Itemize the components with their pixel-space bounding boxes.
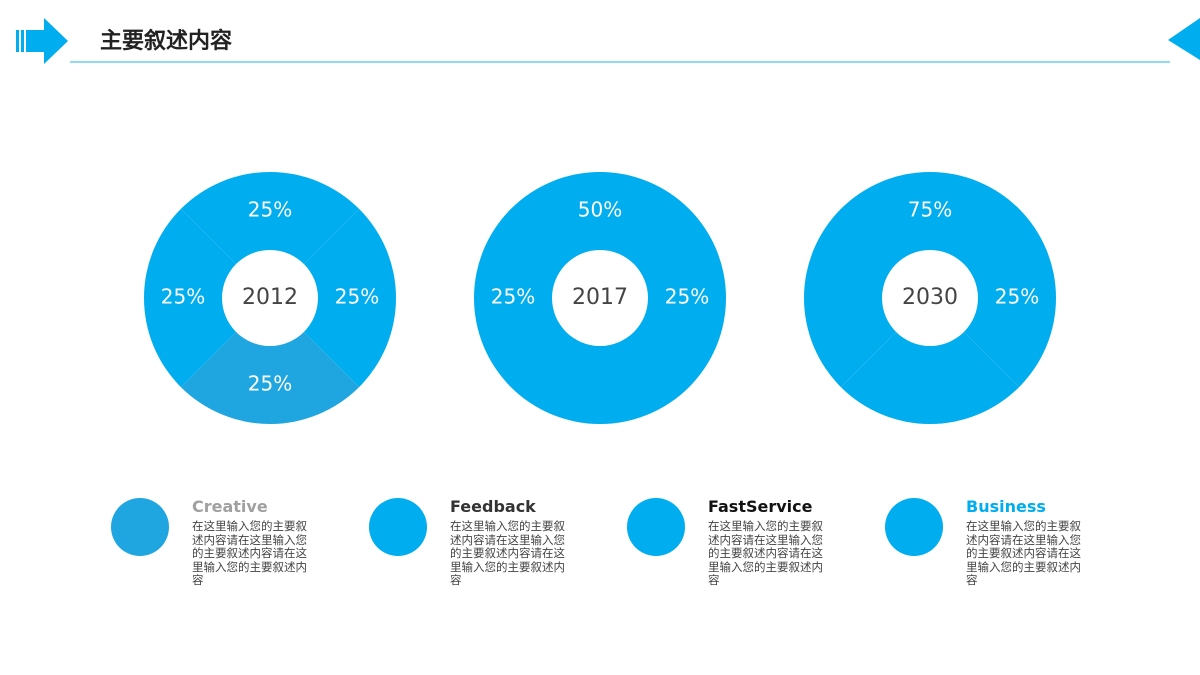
icon-bar xyxy=(21,30,24,52)
icon-bar xyxy=(16,30,19,52)
donut-segment xyxy=(474,298,600,424)
title: 主要叙述内容 xyxy=(100,28,232,54)
donut-segment xyxy=(303,208,397,388)
donut-segment xyxy=(804,172,1056,388)
donut-segment xyxy=(474,172,726,298)
value-label: 25% xyxy=(491,285,535,309)
item-name: Business xyxy=(966,497,1046,516)
value-label: 50% xyxy=(578,198,622,222)
item-dot xyxy=(111,498,169,556)
item-text: 在这里输入您的主要叙述内容请在这里输入您的主要叙述内容请在这里输入您的主要叙述内… xyxy=(192,519,307,587)
donut-segment xyxy=(180,331,360,425)
item-dot xyxy=(885,498,943,556)
center-label: 2017 xyxy=(572,285,628,310)
donut-segment xyxy=(180,172,360,265)
center-label: 2030 xyxy=(902,285,958,310)
item-text: 在这里输入您的主要叙述内容请在这里输入您的主要叙述内容请在这里输入您的主要叙述内… xyxy=(708,519,823,587)
donut-segment xyxy=(600,298,726,424)
item-dot xyxy=(627,498,685,556)
value-label: 75% xyxy=(908,198,952,222)
value-label: 25% xyxy=(248,198,292,222)
value-label: 25% xyxy=(248,372,292,396)
value-label: 25% xyxy=(161,285,205,309)
item-dot xyxy=(369,498,427,556)
arrow-icon xyxy=(26,18,68,64)
center-label: 2012 xyxy=(242,285,298,310)
value-label: 25% xyxy=(335,285,379,309)
value-label: 25% xyxy=(665,285,709,309)
item-name: Creative xyxy=(192,497,268,516)
corner-triangle xyxy=(1168,18,1200,60)
item-text: 在这里输入您的主要叙述内容请在这里输入您的主要叙述内容请在这里输入您的主要叙述内… xyxy=(966,519,1081,587)
donut-segment xyxy=(144,208,237,388)
item-text: 在这里输入您的主要叙述内容请在这里输入您的主要叙述内容请在这里输入您的主要叙述内… xyxy=(450,519,565,587)
donut-segment xyxy=(840,331,1020,424)
value-label: 25% xyxy=(995,285,1039,309)
item-name: Feedback xyxy=(450,497,536,516)
item-name: FastService xyxy=(708,497,813,516)
